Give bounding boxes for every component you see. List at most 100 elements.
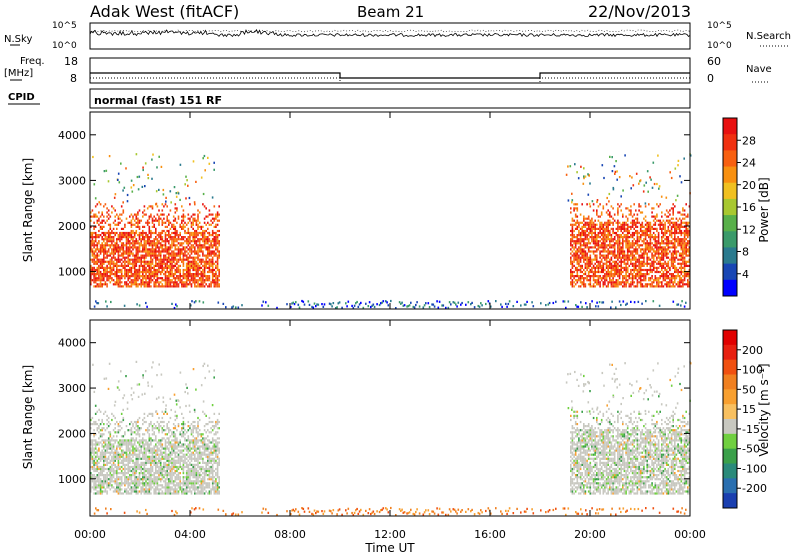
power-cell [105,275,107,277]
velocity-cell [101,458,103,460]
velocity-cell [95,462,97,464]
power-cell [643,238,645,240]
power-cell [650,242,652,244]
power-cell [684,214,686,216]
power-cell [612,275,614,277]
power-cell [630,214,632,216]
power-cell [149,228,151,230]
power-cell [635,224,637,226]
power-cell [191,232,193,234]
power-cell [643,279,645,281]
velocity-cell [131,454,133,456]
power-cell [685,253,687,255]
power-cell [651,207,653,209]
velocity-cell [124,480,126,482]
power-cell [153,240,155,242]
velocity-cell [126,458,128,460]
velocity-cell [106,415,108,417]
velocity-cell [121,470,123,472]
power-cell [184,236,186,238]
power-cell [204,267,206,269]
power-cell [607,255,609,257]
power-cell [685,244,687,246]
power-cell [578,177,580,179]
power-cell [184,259,186,261]
velocity-cell [134,454,136,456]
power-cell [118,265,120,267]
velocity-cell [95,448,97,450]
power-cell [92,259,94,261]
velocity-cell [131,470,133,472]
power-cell [105,250,107,252]
power-cell [204,261,206,263]
power-cell [163,248,165,250]
power-cell [591,285,593,287]
power-cell [194,218,196,220]
power-cell [131,214,133,216]
power-cell [674,234,676,236]
power-cell [98,230,100,232]
power-cell [578,285,580,287]
power-cell [672,273,674,275]
power-cell [140,220,142,222]
velocity-cell [142,437,144,439]
power-cell [591,226,593,228]
power-cell [650,232,652,234]
power-cell [144,281,146,283]
power-cell [170,259,172,261]
velocity-cell [145,462,147,464]
power-cell [650,285,652,287]
power-cell [189,265,191,267]
power-cell [100,203,102,205]
velocity-cell [114,452,116,454]
power-cell [183,216,185,218]
power-cell [646,222,648,224]
power-cell [121,265,123,267]
power-cell [106,207,108,209]
power-cell [596,214,598,216]
power-cell [140,234,142,236]
velocity-cell [105,490,107,492]
velocity-cell [136,456,138,458]
power-cell [103,205,105,207]
power-cell [186,246,188,248]
power-cell [678,160,680,162]
power-cell [155,238,157,240]
velocity-cell [103,413,105,415]
power-cell [570,253,572,255]
power-cell [153,267,155,269]
power-cell [207,242,209,244]
power-cell [682,242,684,244]
power-cell [594,234,596,236]
power-cell [202,246,204,248]
power-cell [575,269,577,271]
power-cell [212,261,214,263]
power-cell [197,226,199,228]
power-cell [136,218,138,220]
power-cell [659,203,661,205]
power-cell [619,261,621,263]
power-cell [165,232,167,234]
power-cell [627,242,629,244]
power-cell [677,242,679,244]
velocity-cell [131,433,133,435]
power-cell [674,244,676,246]
power-cell [603,283,605,285]
power-cell [642,211,644,213]
velocity-cell [140,462,142,464]
power-cell [642,273,644,275]
velocity-cell [93,421,95,423]
power-cell [663,275,665,277]
power-cell [153,253,155,255]
velocity-cell [116,470,118,472]
power-cell [578,265,580,267]
power-cell [189,263,191,265]
power-cell [175,211,177,213]
power-cell [651,277,653,279]
power-cell [666,275,668,277]
power-cell [655,279,657,281]
power-cell [640,261,642,263]
power-cell [147,285,149,287]
power-cell [593,271,595,273]
velocity-cell [105,474,107,476]
